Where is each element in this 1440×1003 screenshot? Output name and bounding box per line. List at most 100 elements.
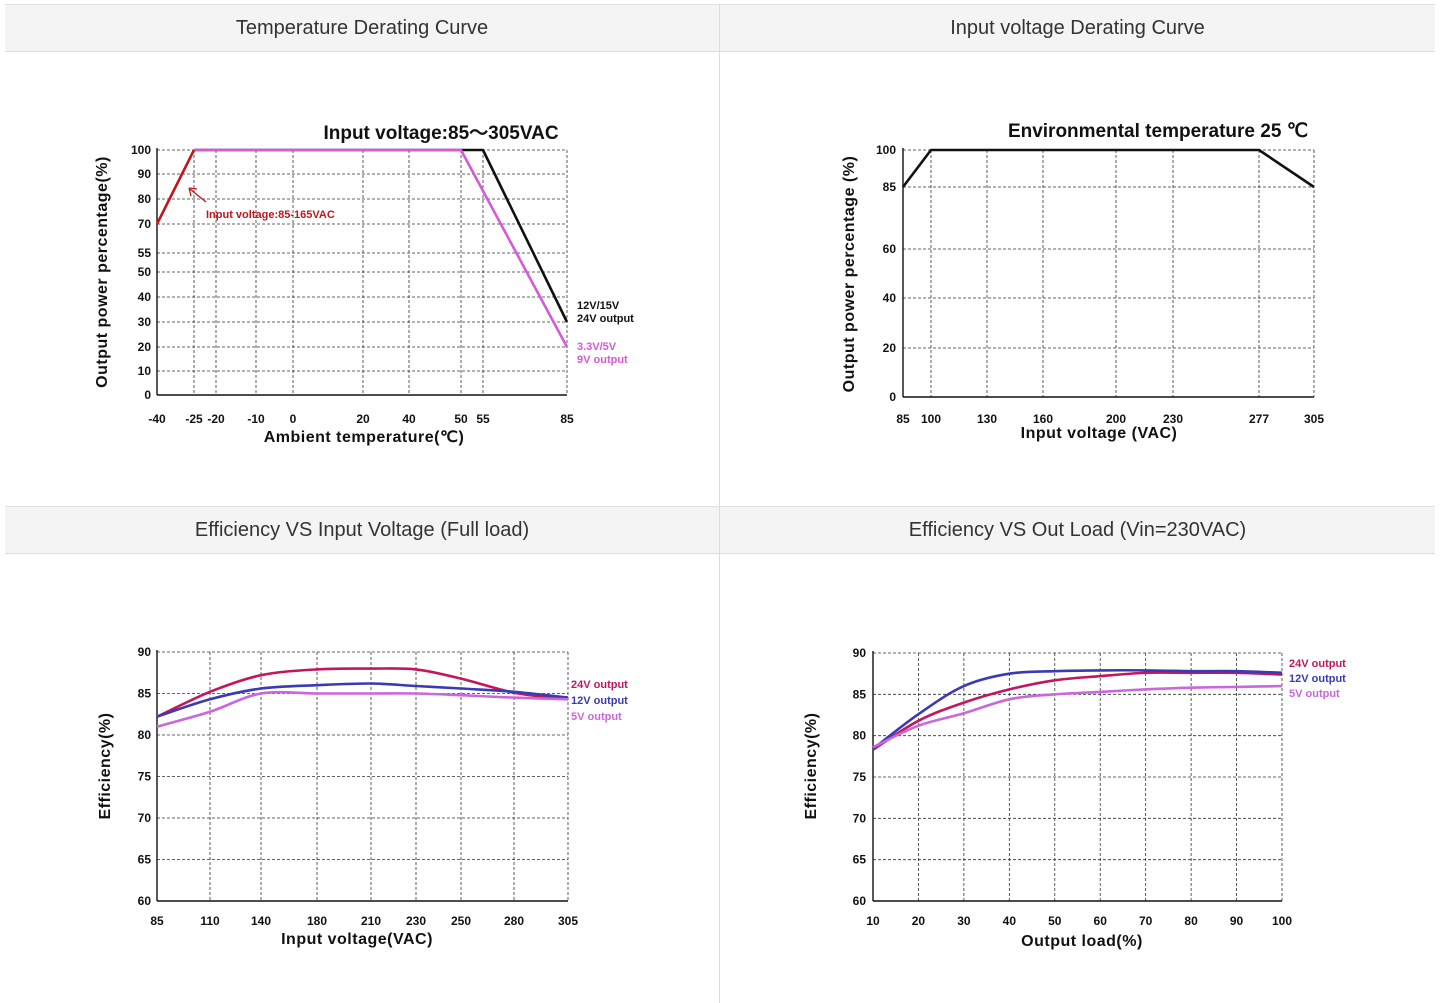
x-axis-label: Output load(%) [1021,933,1143,950]
chart-1: -40 -25 -20 -10 0 20 40 50 55 85 0 10 20 30 40 50 55 70 80… [94,123,634,446]
grid [872,652,1283,902]
series-label: 5V output [571,711,622,723]
x-tick-label: 30 [957,914,971,928]
y-tick-label: 65 [853,853,867,867]
y-tick-label: 100 [876,143,896,157]
x-tick-label: 230 [1163,412,1183,426]
series-label: 12V output [571,695,628,707]
x-tick-label: 0 [290,412,297,426]
y-tick-label: 65 [138,853,152,867]
x-tick-label: 10 [866,914,880,928]
x-tick-label: 40 [402,412,416,426]
x-tick-label: 20 [912,914,926,928]
x-tick-label: 100 [921,412,941,426]
series-line-3 [156,690,569,728]
y-tick-label: 70 [138,217,152,231]
x-tick-label: 180 [307,914,327,928]
y-axis-label: Efficiency(%) [803,713,820,820]
y-tick-label: 0 [889,390,896,404]
x-tick-label: 277 [1249,412,1269,426]
x-axis-label: Ambient temperature(℃) [264,429,465,446]
y-tick-label: 85 [138,687,152,701]
y-tick-label: 50 [138,265,152,279]
grid [156,149,568,396]
x-tick-label: 85 [560,412,574,426]
x-tick-label: -10 [247,412,265,426]
x-tick-label: 100 [1272,914,1292,928]
y-tick-label: 100 [131,143,151,157]
series-label: 12V/15V [577,300,620,312]
panel-efficiency-vs-input: Efficiency VS Input Voltage (Full load) [5,506,719,1003]
panel-efficiency-vs-load: Efficiency VS Out Load (Vin=230VAC) [720,506,1435,1003]
x-tick-label: 130 [977,412,997,426]
x-axis-label: Input voltage (VAC) [1021,425,1178,442]
x-axis-label: Input voltage(VAC) [281,931,433,948]
y-tick-label: 70 [853,811,867,825]
y-tick-label: 20 [883,341,897,355]
series-label: 24V output [571,679,628,691]
series-label: 5V output [1289,688,1340,700]
x-tick-label: 50 [1048,914,1062,928]
panel-title: Efficiency VS Input Voltage (Full load) [5,506,719,554]
chart-4: 10 20 30 40 50 60 70 80 90 100 60 65 70 75 80 85 90 Outpu… [803,646,1346,950]
chart-title: Environmental temperature 25 ℃ [1008,121,1308,142]
x-tick-label: 140 [251,914,271,928]
series-line-1 [194,148,569,323]
y-axis-label: Output power percentage(%) [94,156,111,388]
series-line-2 [156,682,569,718]
y-tick-label: 55 [138,246,152,260]
series-line-1 [901,148,1315,189]
annotation-arrowhead [188,187,198,197]
y-tick-label: 90 [138,645,152,659]
panel-temperature-derating: Temperature Derating Curve [5,4,719,504]
x-tick-label: 210 [361,914,381,928]
series-label: 3.3V/5V [577,341,617,353]
y-tick-label: 60 [138,894,152,908]
series-line-2 [872,668,1283,750]
y-axis-label: Efficiency(%) [97,713,114,820]
x-tick-label: -40 [148,412,166,426]
x-tick-label: 40 [1003,914,1017,928]
y-tick-label: 10 [138,364,152,378]
panel-input-voltage-derating: Input voltage Derating Curve [720,4,1435,504]
y-tick-label: 40 [883,291,897,305]
x-tick-label: 85 [150,914,164,928]
x-tick-label: 55 [476,412,490,426]
series-line-1 [156,667,569,718]
x-tick-label: 70 [1139,914,1153,928]
y-tick-label: 80 [853,729,867,743]
y-tick-label: 20 [138,340,152,354]
y-tick-label: 75 [853,770,867,784]
x-tick-label: 20 [356,412,370,426]
y-tick-label: 85 [883,180,897,194]
series-label: 9V output [577,354,628,366]
panel-title: Efficiency VS Out Load (Vin=230VAC) [720,506,1435,554]
series-label: Input voltage:85-165VAC [206,209,335,221]
series-line-2 [194,148,569,348]
panel-title: Input voltage Derating Curve [720,4,1435,52]
series-line-3 [872,684,1283,749]
x-tick-label: 230 [406,914,426,928]
grid [902,149,1315,398]
y-tick-label: 90 [138,167,152,181]
x-tick-label: 90 [1230,914,1244,928]
y-tick-label: 40 [138,290,152,304]
y-tick-label: 90 [853,646,867,660]
annotation-arrow [189,188,207,203]
series-label: 24V output [577,313,634,325]
chart-3: 85 110 140 180 210 230 250 280 305 60 65 70 75 80 85 90… [97,645,628,948]
y-tick-label: 85 [853,687,867,701]
x-tick-label: 110 [200,914,220,928]
x-tick-label: 280 [504,914,524,928]
y-tick-label: 30 [138,315,152,329]
x-tick-label: 305 [1304,412,1324,426]
y-tick-label: 0 [144,388,151,402]
y-tick-label: 70 [138,811,152,825]
x-tick-label: 85 [896,412,910,426]
y-tick-label: 60 [883,242,897,256]
chart-2: 85 100 130 160 200 230 277 305 0 20 40 60 85 100 Envir… [841,121,1324,442]
series-line-3 [155,149,196,225]
x-tick-label: 80 [1184,914,1198,928]
x-tick-label: 305 [558,914,578,928]
